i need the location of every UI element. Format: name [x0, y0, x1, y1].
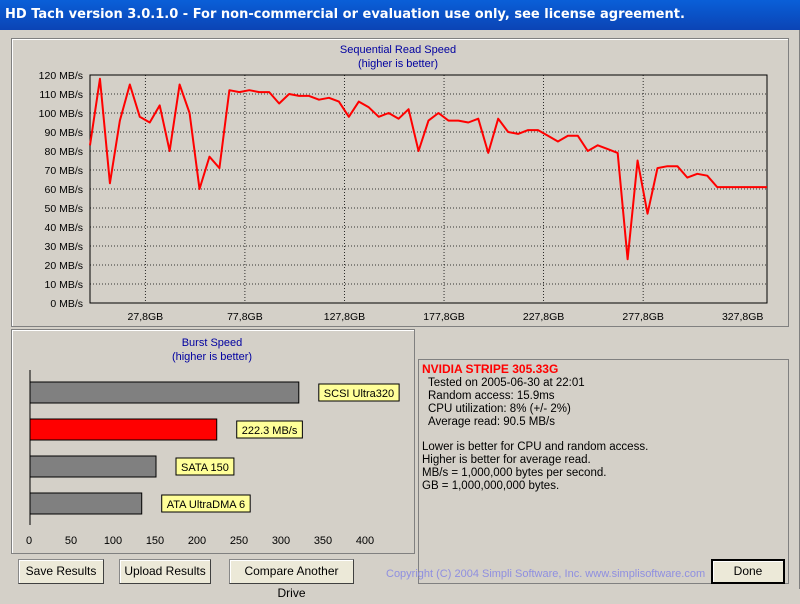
done-button[interactable]: Done	[711, 559, 785, 584]
read-y-tick-label: 20 MB/s	[44, 260, 83, 272]
tested-on: Tested on 2005-06-30 at 22:01	[428, 377, 585, 389]
burst-x-tick-label: 400	[356, 535, 374, 547]
read-x-tick-label: 127,8GB	[324, 311, 365, 323]
burst-chart-subtitle: (higher is better)	[172, 351, 252, 363]
burst-bar-label-box	[236, 420, 303, 439]
read-y-tick-label: 70 MB/s	[44, 165, 83, 177]
read-plot-area	[89, 74, 768, 304]
burst-bar-label-box	[318, 383, 400, 402]
read-y-tick-label: 0 MB/s	[50, 298, 83, 310]
sequential-read-chart: Sequential Read Speed (higher is better)…	[39, 44, 768, 323]
burst-speed-chart: Burst Speed (higher is better) SCSI Ultr…	[29, 337, 400, 525]
burst-x-tick-label: 250	[230, 535, 248, 547]
read-chart-panel: Sequential Read Speed (higher is better)…	[11, 38, 789, 327]
burst-x-tick-label: 300	[272, 535, 290, 547]
save-results-label: Save Results	[25, 564, 97, 578]
burst-x-tick-label: 0	[26, 535, 32, 547]
save-results-button[interactable]: Save Results	[18, 559, 104, 584]
burst-bar	[29, 381, 300, 404]
read-y-tick-label: 110 MB/s	[39, 89, 83, 101]
read-y-tick-label: 90 MB/s	[44, 127, 83, 139]
read-x-tick-label: 77,8GB	[227, 311, 263, 323]
drive-name: NVIDIA STRIPE 305.33G	[422, 362, 559, 376]
read-y-tick-label: 60 MB/s	[44, 184, 83, 196]
read-y-tick-label: 50 MB/s	[44, 203, 83, 215]
note-higher: Higher is better for average read.	[422, 454, 591, 466]
read-y-tick-label: 80 MB/s	[44, 146, 83, 158]
read-x-tick-label: 177,8GB	[423, 311, 464, 323]
burst-chart-title: Burst Speed	[182, 337, 243, 349]
read-y-tick-label: 10 MB/s	[44, 279, 83, 291]
burst-x-tick-label: 350	[314, 535, 332, 547]
burst-bar-label: SCSI Ultra320	[324, 388, 394, 400]
note-lower: Lower is better for CPU and random acces…	[422, 441, 649, 453]
results-panel: NVIDIA STRIPE 305.33G Tested on 2005-06-…	[418, 359, 789, 584]
read-y-tick-label: 30 MB/s	[44, 241, 83, 253]
cpu-utilization: CPU utilization: 8% (+/- 2%)	[428, 403, 571, 415]
burst-chart-panel: Burst Speed (higher is better) SCSI Ultr…	[11, 329, 415, 554]
burst-bar	[29, 455, 157, 478]
burst-bar-label: 222.3 MB/s	[242, 425, 298, 437]
read-x-tick-label: 27,8GB	[128, 311, 164, 323]
read-chart-title: Sequential Read Speed	[340, 44, 456, 56]
burst-x-tick-label: 150	[146, 535, 164, 547]
compare-another-drive-label: Compare Another Drive	[244, 564, 339, 600]
burst-bar-label-box	[175, 457, 235, 476]
main-window-body: Sequential Read Speed (higher is better)…	[3, 30, 800, 589]
burst-x-axis: 0 50 100 150 200 250 300 350 400	[26, 535, 374, 547]
read-x-tick-label: 327,8GB	[722, 311, 763, 323]
average-read: Average read: 90.5 MB/s	[428, 416, 555, 428]
random-access: Random access: 15.9ms	[428, 390, 555, 402]
window-title: HD Tach version 3.0.1.0 - For non-commer…	[5, 7, 685, 22]
burst-bar-label: SATA 150	[181, 462, 229, 474]
burst-bar	[29, 418, 218, 441]
burst-bar-label-box	[161, 494, 251, 513]
note-gb: GB = 1,000,000,000 bytes.	[422, 480, 560, 492]
burst-bar	[29, 492, 143, 515]
compare-another-drive-button[interactable]: Compare Another Drive	[229, 559, 354, 600]
upload-results-button[interactable]: Upload Results	[119, 559, 211, 584]
read-y-tick-label: 100 MB/s	[39, 108, 83, 120]
read-y-tick-label: 120 MB/s	[39, 70, 83, 82]
burst-x-tick-label: 100	[104, 535, 122, 547]
copyright-link[interactable]: Copyright (C) 2004 Simpli Software, Inc.…	[386, 568, 706, 580]
window-title-bar[interactable]: HD Tach version 3.0.1.0 - For non-commer…	[0, 0, 800, 30]
burst-x-tick-label: 200	[188, 535, 206, 547]
burst-x-tick-label: 50	[65, 535, 77, 547]
read-chart-subtitle: (higher is better)	[358, 58, 438, 70]
read-x-tick-label: 277,8GB	[622, 311, 663, 323]
read-x-tick-label: 227,8GB	[523, 311, 564, 323]
note-mbs: MB/s = 1,000,000 bytes per second.	[422, 467, 607, 479]
done-label: Done	[733, 564, 763, 578]
read-speed-line	[89, 77, 767, 261]
burst-bar-label: ATA UltraDMA 6	[167, 499, 245, 511]
read-y-tick-label: 40 MB/s	[44, 222, 83, 234]
upload-results-label: Upload Results	[124, 564, 206, 578]
